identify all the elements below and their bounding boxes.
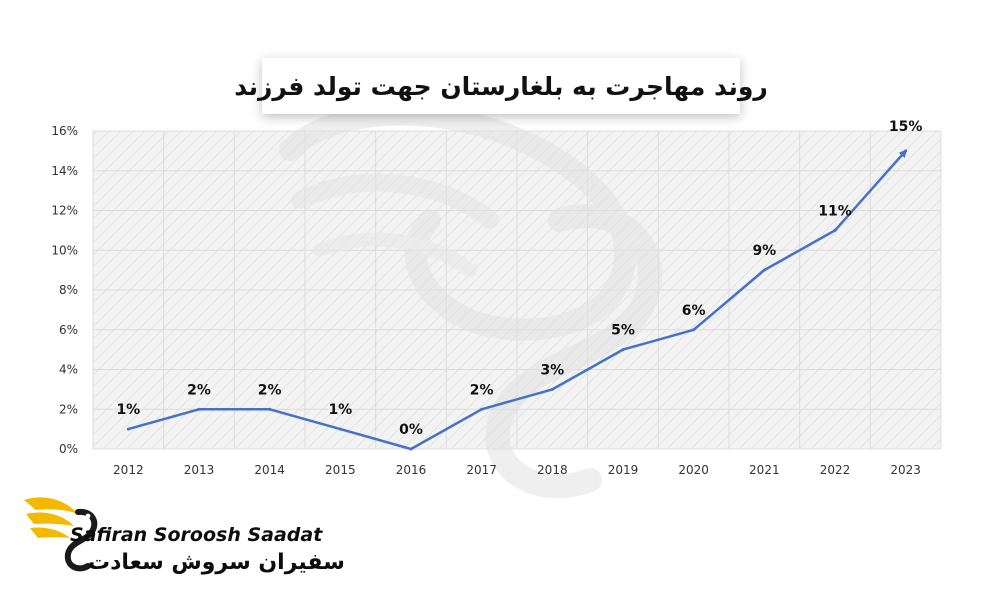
series-line [127, 149, 908, 451]
series-line-group [126, 149, 908, 451]
brand-name-en: Safiran Soroosh Saadat [70, 524, 323, 546]
y-tick-label: 14% [51, 164, 78, 178]
x-tick-label: 2015 [325, 463, 356, 477]
data-point [762, 268, 766, 272]
data-point [550, 387, 554, 391]
x-tick-label: 2019 [608, 463, 639, 477]
gridlines [92, 130, 942, 450]
data-point [268, 407, 272, 411]
data-label: 0% [399, 422, 423, 438]
y-tick-label: 2% [59, 402, 78, 416]
x-tick-label: 2017 [466, 463, 497, 477]
data-label: 3% [540, 362, 564, 378]
data-point [197, 407, 201, 411]
x-tick-label: 2022 [820, 463, 851, 477]
y-tick-label: 4% [59, 363, 78, 377]
x-tick-label: 2016 [396, 463, 427, 477]
data-point [409, 447, 413, 451]
x-tick-label: 2018 [537, 463, 568, 477]
data-point [480, 407, 484, 411]
x-tick-label: 2012 [113, 463, 144, 477]
x-tick-label: 2021 [749, 463, 780, 477]
y-tick-label: 8% [59, 283, 78, 297]
x-tick-label: 2023 [890, 463, 921, 477]
data-label: 5% [611, 323, 635, 339]
y-tick-label: 12% [51, 204, 78, 218]
x-axis-ticks: 2012 2013 2014 2015 2016 2017 2018 2019 2020 2021… [113, 463, 921, 477]
data-point [126, 427, 130, 431]
data-label: 2% [470, 382, 494, 398]
x-tick-label: 2013 [184, 463, 215, 477]
data-point [904, 149, 908, 153]
watermark-logo [279, 103, 662, 499]
x-tick-label: 2014 [254, 463, 285, 477]
data-label: 6% [682, 303, 706, 319]
y-tick-label: 10% [51, 243, 78, 257]
data-labels: 1% 2% 2% 1% 0% 2% 3% 5% 6% 9% 11% 15% [116, 119, 922, 438]
data-point [338, 427, 342, 431]
y-tick-label: 6% [59, 323, 78, 337]
y-tick-label: 16% [51, 124, 78, 138]
x-tick-label: 2020 [678, 463, 709, 477]
data-label: 2% [187, 382, 211, 398]
brand-name-fa: سفیران سروش سعادت [88, 550, 345, 575]
y-tick-label: 0% [59, 442, 78, 456]
data-point [621, 348, 625, 352]
data-label: 9% [752, 243, 776, 259]
data-label: 1% [328, 402, 352, 418]
chart-title-box: روند مهاجرت به بلغارستان جهت تولد فرزند [234, 58, 768, 114]
chart-title: روند مهاجرت به بلغارستان جهت تولد فرزند [234, 71, 768, 101]
winged-s-logo-icon [24, 497, 98, 572]
y-axis-ticks: 0% 2% 4% 6% 8% 10% 12% 14% 16% [51, 124, 78, 456]
data-point [692, 328, 696, 332]
data-label: 11% [818, 203, 852, 219]
data-label: 2% [258, 382, 282, 398]
data-label: 15% [889, 119, 923, 135]
data-point [833, 228, 837, 232]
data-label: 1% [116, 402, 140, 418]
